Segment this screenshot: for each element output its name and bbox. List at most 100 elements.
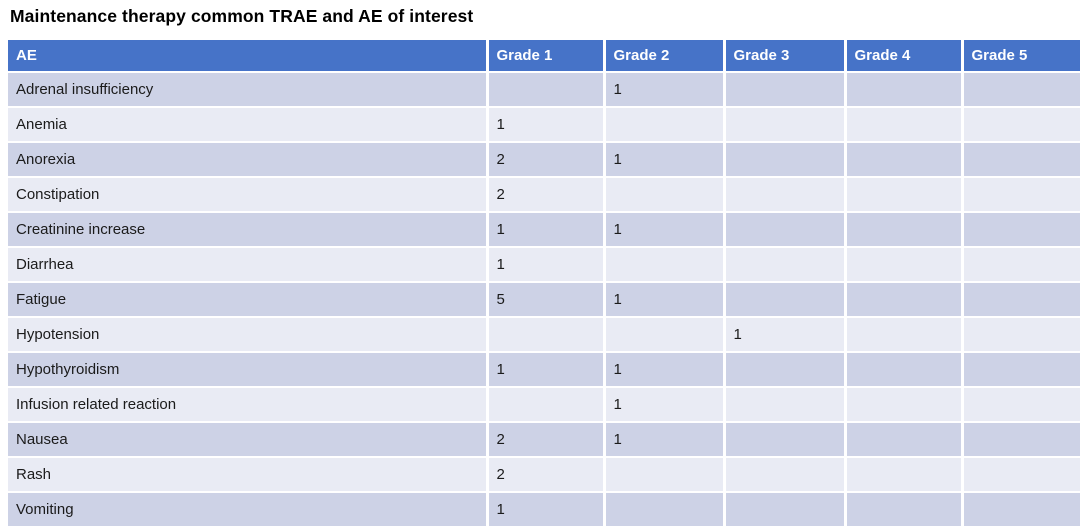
ae-cell: Hypothyroidism (8, 352, 489, 388)
table-row: Infusion related reaction 1 (8, 387, 1080, 423)
table-row: Anorexia 2 1 (8, 142, 1080, 178)
ae-cell: Fatigue (8, 282, 489, 318)
grade-4-cell (845, 107, 964, 143)
ae-table: AE Grade 1 Grade 2 Grade 3 Grade 4 Grade 5 Ad… (8, 40, 1080, 527)
grade-5-cell (962, 107, 1080, 143)
grade-2-cell (604, 457, 726, 493)
grade-5-cell (962, 282, 1080, 318)
grade-3-cell (724, 457, 847, 493)
grade-4-cell (845, 282, 964, 318)
table-header: AE Grade 1 Grade 2 Grade 3 Grade 4 Grade 5 (8, 40, 1080, 73)
page-title: Maintenance therapy common TRAE and AE o… (10, 6, 474, 26)
grade-3-cell: 1 (724, 317, 847, 353)
ae-cell: Adrenal insufficiency (8, 72, 489, 108)
column-header-grade-4: Grade 4 (845, 40, 964, 73)
table-row: Creatinine increase 1 1 (8, 212, 1080, 248)
grade-1-cell: 1 (487, 352, 606, 388)
grade-1-cell (487, 317, 606, 353)
grade-5-cell (962, 492, 1080, 527)
grade-2-cell (604, 317, 726, 353)
grade-1-cell (487, 387, 606, 423)
grade-3-cell (724, 422, 847, 458)
ae-cell: Nausea (8, 422, 489, 458)
grade-4-cell (845, 72, 964, 108)
grade-4-cell (845, 212, 964, 248)
grade-3-cell (724, 247, 847, 283)
table-row: Vomiting 1 (8, 492, 1080, 527)
grade-2-cell: 1 (604, 72, 726, 108)
grade-3-cell (724, 72, 847, 108)
grade-5-cell (962, 352, 1080, 388)
table-row: Anemia 1 (8, 107, 1080, 143)
grade-1-cell: 1 (487, 247, 606, 283)
column-header-grade-2: Grade 2 (604, 40, 726, 73)
grade-5-cell (962, 142, 1080, 178)
table-row: Diarrhea 1 (8, 247, 1080, 283)
grade-1-cell: 2 (487, 457, 606, 493)
grade-2-cell (604, 492, 726, 527)
ae-cell: Anorexia (8, 142, 489, 178)
table-body: Adrenal insufficiency 1 Anemia 1 Anorexia 2 1 C… (8, 72, 1080, 527)
grade-2-cell: 1 (604, 422, 726, 458)
grade-4-cell (845, 457, 964, 493)
ae-cell: Hypotension (8, 317, 489, 353)
grade-5-cell (962, 387, 1080, 423)
grade-3-cell (724, 492, 847, 527)
grade-4-cell (845, 492, 964, 527)
grade-1-cell: 2 (487, 142, 606, 178)
grade-5-cell (962, 422, 1080, 458)
header-row: AE Grade 1 Grade 2 Grade 3 Grade 4 Grade 5 (8, 40, 1080, 73)
grade-3-cell (724, 352, 847, 388)
grade-4-cell (845, 247, 964, 283)
ae-cell: Vomiting (8, 492, 489, 527)
ae-cell: Diarrhea (8, 247, 489, 283)
column-header-ae: AE (8, 40, 489, 73)
grade-3-cell (724, 387, 847, 423)
grade-1-cell (487, 72, 606, 108)
grade-5-cell (962, 72, 1080, 108)
grade-2-cell (604, 107, 726, 143)
table-row: Nausea 2 1 (8, 422, 1080, 458)
grade-3-cell (724, 142, 847, 178)
grade-4-cell (845, 177, 964, 213)
grade-2-cell: 1 (604, 352, 726, 388)
ae-cell: Anemia (8, 107, 489, 143)
grade-1-cell: 1 (487, 212, 606, 248)
grade-1-cell: 1 (487, 107, 606, 143)
ae-cell: Constipation (8, 177, 489, 213)
grade-1-cell: 1 (487, 492, 606, 527)
grade-2-cell: 1 (604, 282, 726, 318)
table-row: Adrenal insufficiency 1 (8, 72, 1080, 108)
grade-2-cell: 1 (604, 387, 726, 423)
grade-4-cell (845, 387, 964, 423)
column-header-grade-3: Grade 3 (724, 40, 847, 73)
grade-4-cell (845, 142, 964, 178)
ae-table-container: AE Grade 1 Grade 2 Grade 3 Grade 4 Grade 5 Ad… (8, 40, 1080, 527)
grade-4-cell (845, 422, 964, 458)
grade-3-cell (724, 107, 847, 143)
ae-cell: Infusion related reaction (8, 387, 489, 423)
grade-3-cell (724, 282, 847, 318)
grade-2-cell (604, 177, 726, 213)
grade-5-cell (962, 177, 1080, 213)
grade-3-cell (724, 177, 847, 213)
grade-5-cell (962, 457, 1080, 493)
grade-1-cell: 2 (487, 422, 606, 458)
table-row: Fatigue 5 1 (8, 282, 1080, 318)
grade-1-cell: 2 (487, 177, 606, 213)
grade-5-cell (962, 212, 1080, 248)
grade-2-cell (604, 247, 726, 283)
table-row: Rash 2 (8, 457, 1080, 493)
grade-4-cell (845, 317, 964, 353)
grade-4-cell (845, 352, 964, 388)
column-header-grade-5: Grade 5 (962, 40, 1080, 73)
table-row: Hypothyroidism 1 1 (8, 352, 1080, 388)
table-row: Constipation 2 (8, 177, 1080, 213)
column-header-grade-1: Grade 1 (487, 40, 606, 73)
ae-cell: Creatinine increase (8, 212, 489, 248)
grade-2-cell: 1 (604, 142, 726, 178)
grade-5-cell (962, 247, 1080, 283)
grade-3-cell (724, 212, 847, 248)
table-row: Hypotension 1 (8, 317, 1080, 353)
grade-1-cell: 5 (487, 282, 606, 318)
